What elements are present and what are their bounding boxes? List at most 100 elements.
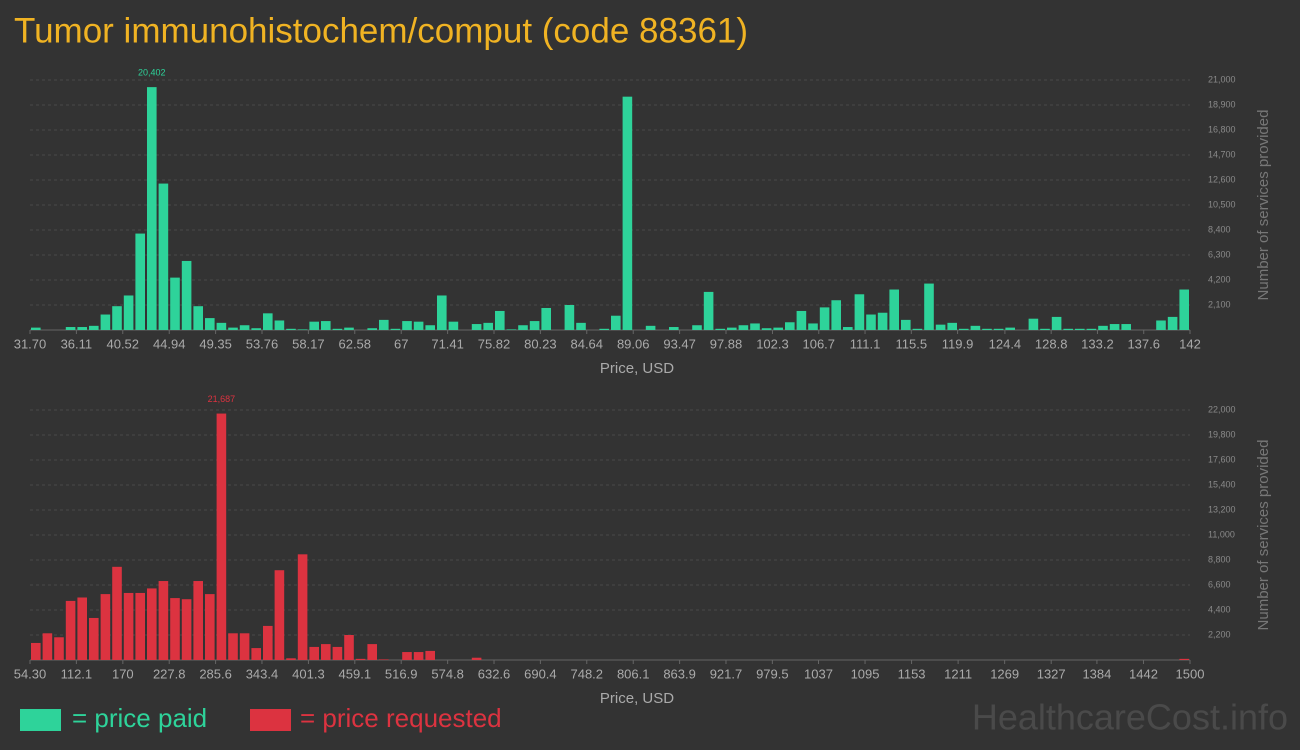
bar: [181, 260, 192, 330]
y-tick-label: 14,700: [1208, 149, 1236, 159]
bar: [274, 320, 285, 330]
bar: [239, 633, 250, 660]
bar: [89, 325, 99, 330]
bar: [54, 637, 64, 660]
x-tick-label: 1384: [1082, 666, 1111, 681]
bar: [112, 566, 122, 660]
bar: [332, 328, 343, 330]
y-tick-label: 12,600: [1208, 174, 1236, 184]
watermark: HealthcareCost.info: [972, 697, 1288, 738]
x-tick-label: 67: [394, 336, 408, 351]
x-tick-label: 574.8: [431, 666, 464, 681]
y-tick-label: 18,900: [1208, 99, 1236, 109]
y-tick-label: 8,800: [1208, 554, 1231, 564]
bar: [286, 658, 296, 660]
bar: [831, 300, 841, 330]
bar: [1179, 289, 1189, 330]
bar: [355, 658, 366, 660]
bar: [379, 659, 389, 660]
bar: [1075, 328, 1085, 330]
x-tick-label: 748.2: [570, 666, 603, 681]
bar: [413, 321, 424, 330]
x-tick-label: 1037: [804, 666, 833, 681]
y-tick-label: 2,200: [1208, 629, 1231, 639]
bar: [843, 327, 853, 330]
bar: [321, 321, 331, 330]
bar: [135, 592, 145, 660]
bar: [924, 283, 934, 330]
bar: [506, 329, 517, 330]
bar: [309, 321, 319, 330]
x-tick-label: 54.30: [14, 666, 47, 681]
bar: [344, 635, 354, 660]
x-tick-label: 170: [112, 666, 134, 681]
bar: [785, 322, 795, 330]
bar: [993, 328, 1004, 330]
bar: [808, 323, 818, 330]
legend-label: = price paid: [72, 703, 207, 733]
bar: [611, 315, 621, 330]
bar: [1051, 316, 1062, 330]
x-tick-label: 93.47: [663, 336, 696, 351]
bar: [912, 328, 923, 330]
y-tick-label: 17,600: [1208, 454, 1236, 464]
bar: [437, 295, 447, 330]
bar: [1063, 328, 1073, 330]
y-tick-label: 8,400: [1208, 224, 1231, 234]
x-tick-label: 89.06: [617, 336, 650, 351]
x-tick-label: 84.64: [570, 336, 603, 351]
bar: [796, 310, 807, 330]
y-tick-label: 6,300: [1208, 249, 1231, 259]
x-tick-label: 285.6: [199, 666, 232, 681]
bar: [123, 592, 134, 660]
bar: [495, 310, 505, 330]
bar: [205, 318, 215, 330]
bar: [819, 307, 830, 330]
bar: [390, 328, 401, 330]
x-tick-label: 111.1: [850, 336, 881, 351]
bar: [77, 327, 87, 330]
bar: [935, 324, 946, 330]
x-tick-label: 1442: [1129, 666, 1158, 681]
x-tick-label: 343.4: [246, 666, 279, 681]
bar: [379, 319, 389, 330]
y-axis-label: Number of services provided: [1255, 110, 1272, 301]
bar: [286, 328, 296, 330]
bar: [599, 328, 609, 330]
y-tick-label: 16,800: [1208, 124, 1236, 134]
y-tick-label: 21,000: [1208, 74, 1236, 84]
bar: [1167, 316, 1178, 330]
x-tick-label: 124.4: [989, 336, 1022, 351]
bar: [1086, 328, 1097, 330]
bar: [1028, 318, 1039, 330]
x-tick-label: 459.1: [339, 666, 372, 681]
bar: [448, 321, 459, 330]
x-tick-label: 80.23: [524, 336, 557, 351]
bar: [251, 328, 261, 330]
x-tick-label: 690.4: [524, 666, 557, 681]
bar: [947, 322, 957, 330]
x-tick-label: 133.2: [1081, 336, 1114, 351]
bar: [529, 321, 540, 330]
bar: [147, 87, 157, 330]
x-tick-label: 49.35: [199, 336, 232, 351]
bar: [31, 327, 41, 330]
bar: [367, 644, 377, 660]
bar: [1040, 328, 1050, 330]
bar: [42, 633, 53, 660]
bar: [576, 322, 586, 330]
x-tick-label: 106.7: [802, 336, 835, 351]
bar: [413, 652, 424, 660]
bar: [1005, 327, 1015, 330]
bar: [251, 648, 261, 660]
bar: [193, 306, 203, 330]
bar: [228, 633, 238, 660]
x-tick-label: 516.9: [385, 666, 418, 681]
y-tick-label: 4,400: [1208, 604, 1231, 614]
bar: [1098, 325, 1108, 330]
bar: [518, 325, 528, 330]
bar: [541, 307, 551, 330]
x-tick-label: 137.6: [1127, 336, 1160, 351]
